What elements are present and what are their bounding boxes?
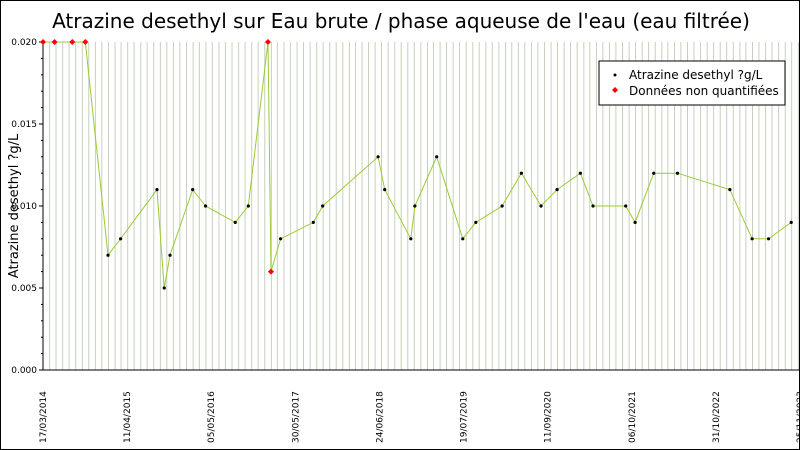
data-point (168, 253, 172, 257)
legend-label-quantified: Atrazine desethyl ?g/L (629, 68, 763, 82)
y-tick-label: 0.010 (11, 202, 37, 212)
x-tick-label: 24/06/2018 (375, 391, 385, 443)
legend: Atrazine desethyl ?g/L Données non quant… (598, 60, 786, 106)
data-point (474, 220, 478, 224)
data-point (191, 188, 195, 192)
x-tick-label: 25/11/2023 (796, 391, 799, 443)
data-point (539, 204, 543, 208)
data-point (728, 188, 732, 192)
y-tick-label: 0.005 (11, 284, 37, 294)
data-point (766, 237, 771, 241)
data-point (519, 171, 523, 175)
data-point (624, 204, 628, 208)
data-point (106, 253, 110, 257)
x-tick-label: 19/07/2019 (460, 391, 470, 443)
legend-marker-quantified (613, 73, 617, 77)
data-point (311, 220, 315, 224)
x-tick-label: 06/10/2021 (628, 391, 638, 443)
data-point (789, 220, 793, 224)
data-point (162, 286, 166, 290)
nonquantified-point (51, 39, 58, 45)
data-point (435, 155, 439, 159)
data-point (376, 155, 380, 159)
data-point (461, 237, 465, 241)
data-point (675, 171, 680, 175)
data-point (633, 220, 637, 224)
data-point (278, 237, 283, 241)
nonquantified-point (69, 39, 76, 45)
legend-marker-nonquantified (612, 87, 618, 93)
data-point (578, 171, 582, 175)
data-point (155, 188, 159, 192)
legend-label-nonquantified: Données non quantifiées (629, 84, 779, 98)
legend-box (598, 60, 786, 106)
x-tick-label: 30/05/2017 (291, 391, 301, 443)
data-point (591, 204, 595, 208)
data-point (750, 237, 754, 241)
x-tick-labels: 17/03/2014 11/04/2015 05/05/2016 30/05/2017… (39, 391, 799, 443)
x-tick-label: 31/10/2022 (712, 391, 722, 443)
nonquantified-point (264, 39, 271, 45)
data-point (409, 237, 413, 241)
y-tick-label: 0.020 (11, 38, 37, 48)
data-point (500, 204, 504, 208)
data-point (555, 188, 559, 192)
data-point (246, 204, 250, 208)
data-point (119, 237, 123, 241)
data-point (203, 204, 208, 208)
nonquantified-point (40, 39, 46, 45)
data-point (321, 204, 325, 208)
data-point (652, 171, 656, 175)
data-point (233, 220, 237, 224)
x-tick-label: 17/03/2014 (39, 391, 49, 443)
x-tick-label: 11/09/2020 (544, 391, 554, 443)
x-tick-label: 05/05/2016 (207, 391, 217, 443)
chart-axes (39, 41, 799, 371)
y-tick-label: 0.000 (11, 366, 37, 376)
x-tick-label: 11/04/2015 (123, 391, 133, 443)
data-point (413, 204, 417, 208)
y-tick-labels: 0.000 0.005 0.010 0.015 0.020 (11, 38, 37, 376)
nonquantified-point (267, 268, 274, 275)
data-points (40, 39, 793, 290)
y-axis-label: Atrazine desethyl ?g/L (7, 133, 22, 278)
nonquantified-point (82, 39, 89, 45)
y-tick-label: 0.015 (11, 120, 37, 130)
data-point (383, 188, 387, 192)
chart-title: Atrazine desethyl sur Eau brute / phase … (52, 9, 750, 33)
